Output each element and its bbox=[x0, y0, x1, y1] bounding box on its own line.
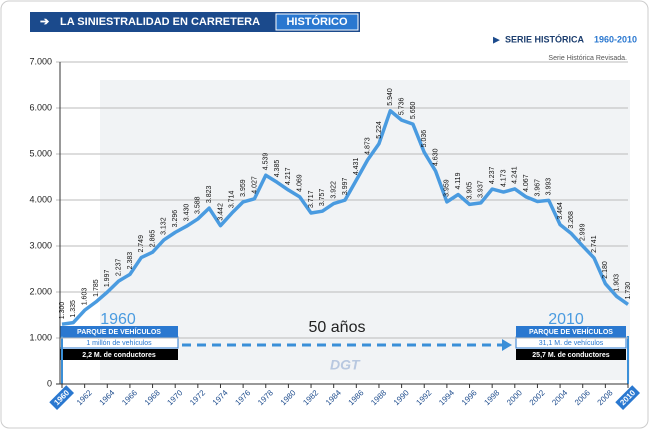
data-label: 1.730 bbox=[625, 282, 632, 300]
box-vehicles: 31,1 M. de vehículos bbox=[539, 340, 604, 347]
data-label: 3.967 bbox=[534, 179, 541, 197]
box-row-bg bbox=[60, 349, 178, 360]
data-label: 4.431 bbox=[353, 158, 360, 176]
subtitle-range: 1960-2010 bbox=[594, 34, 637, 44]
data-label: 3.430 bbox=[183, 204, 190, 222]
data-label: 3.757 bbox=[319, 189, 326, 207]
data-label: 3.959 bbox=[240, 179, 247, 197]
box-drivers: 2,2 M. de conductores bbox=[82, 352, 156, 359]
y-tick-label: 0 bbox=[47, 378, 52, 388]
data-label: 4.873 bbox=[364, 137, 371, 155]
data-label: 5.036 bbox=[421, 130, 428, 148]
x-tick-highlight bbox=[615, 385, 641, 411]
data-label: 4.630 bbox=[432, 148, 439, 166]
data-label: 3.823 bbox=[206, 186, 213, 204]
data-label: 4.539 bbox=[263, 153, 270, 171]
header-title: LA SINIESTRALIDAD EN CARRETERA bbox=[60, 16, 260, 28]
data-label: 3.905 bbox=[466, 182, 473, 200]
data-label: 3.714 bbox=[229, 191, 236, 209]
data-label: 5.736 bbox=[398, 98, 405, 116]
data-label: 2.383 bbox=[127, 252, 134, 270]
span-arrowhead bbox=[502, 339, 512, 351]
series-line bbox=[61, 109, 630, 326]
header-tab-label: HISTÓRICO bbox=[286, 15, 348, 28]
y-tick-label: 1.000 bbox=[29, 332, 52, 342]
subtitle: SERIE HISTÓRICA bbox=[505, 33, 585, 44]
data-label: 5.224 bbox=[376, 121, 383, 139]
data-label: 1.903 bbox=[614, 274, 621, 292]
box-vehicles: 1 millón de vehículos bbox=[86, 340, 152, 347]
data-label: 5.650 bbox=[410, 101, 417, 119]
start-box: PARQUE DE VEHÍCULOS 1 millón de vehículo… bbox=[59, 326, 179, 360]
y-tick-label: 7.000 bbox=[29, 56, 52, 66]
data-label: 1.997 bbox=[104, 270, 111, 288]
header-arrow: ➔ bbox=[40, 16, 50, 28]
data-label: 2.180 bbox=[602, 261, 609, 279]
end-box: PARQUE DE VEHÍCULOS 31,1 M. de vehículos… bbox=[515, 326, 627, 360]
box-title: PARQUE DE VEHÍCULOS bbox=[529, 327, 613, 336]
data-label: 3.922 bbox=[331, 181, 338, 199]
data-label: 2.865 bbox=[149, 230, 156, 248]
data-label: 4.173 bbox=[500, 169, 507, 187]
data-label: 2.741 bbox=[591, 235, 598, 253]
data-label: 1.785 bbox=[93, 279, 100, 297]
data-label: 1.603 bbox=[81, 288, 88, 306]
data-label: 3.993 bbox=[546, 178, 553, 196]
data-label: 4.385 bbox=[274, 160, 281, 178]
header-tab bbox=[275, 13, 359, 31]
data-label: 3.937 bbox=[478, 180, 485, 198]
box-row-bg bbox=[516, 349, 626, 360]
data-label: 3.717 bbox=[308, 190, 315, 208]
subtitle-arrow: ▶ bbox=[493, 34, 500, 44]
data-label: 2.237 bbox=[115, 258, 122, 276]
y-tick-label: 5.000 bbox=[29, 148, 52, 158]
y-tick-label: 3.000 bbox=[29, 240, 52, 250]
y-tick-label: 6.000 bbox=[29, 102, 52, 112]
data-label: 2.749 bbox=[138, 235, 145, 253]
start-year: 1960 bbox=[100, 311, 136, 328]
data-label: 4.119 bbox=[455, 172, 462, 189]
box-row-bg bbox=[515, 336, 627, 349]
data-label: 4.241 bbox=[512, 166, 519, 184]
data-label: 4.237 bbox=[489, 166, 496, 184]
data-label: 2.999 bbox=[580, 223, 587, 241]
data-label: 3.997 bbox=[342, 178, 349, 196]
y-tick-label: 2.000 bbox=[29, 286, 52, 296]
data-label: 3.588 bbox=[195, 196, 202, 214]
data-label: 3.464 bbox=[557, 202, 564, 220]
data-label: 3.268 bbox=[568, 211, 575, 229]
data-label: 4.069 bbox=[297, 174, 304, 192]
data-label: 3.296 bbox=[172, 210, 179, 228]
data-label: 3.959 bbox=[444, 179, 451, 197]
data-label: 4.067 bbox=[523, 174, 530, 192]
data-label: 4.027 bbox=[251, 176, 258, 194]
logo: DGT bbox=[330, 357, 361, 373]
box-title-bg bbox=[516, 326, 626, 337]
box-title-bg bbox=[60, 326, 178, 337]
data-label: 1.300 bbox=[59, 302, 66, 320]
box-title: PARQUE DE VEHÍCULOS bbox=[77, 327, 161, 336]
data-label: 5.940 bbox=[387, 88, 394, 106]
data-label: 4.217 bbox=[285, 167, 292, 185]
note: Serie Histórica Revisada. bbox=[548, 55, 627, 62]
y-tick-label: 4.000 bbox=[29, 194, 52, 204]
box-drivers: 25,7 M. de conductores bbox=[532, 352, 610, 359]
span-label: 50 años bbox=[309, 319, 366, 336]
data-label: 3.132 bbox=[161, 217, 168, 235]
data-label: 3.442 bbox=[217, 203, 224, 221]
x-tick-highlight bbox=[49, 385, 75, 411]
end-year: 2010 bbox=[548, 311, 584, 328]
data-label: 1.335 bbox=[70, 300, 77, 318]
